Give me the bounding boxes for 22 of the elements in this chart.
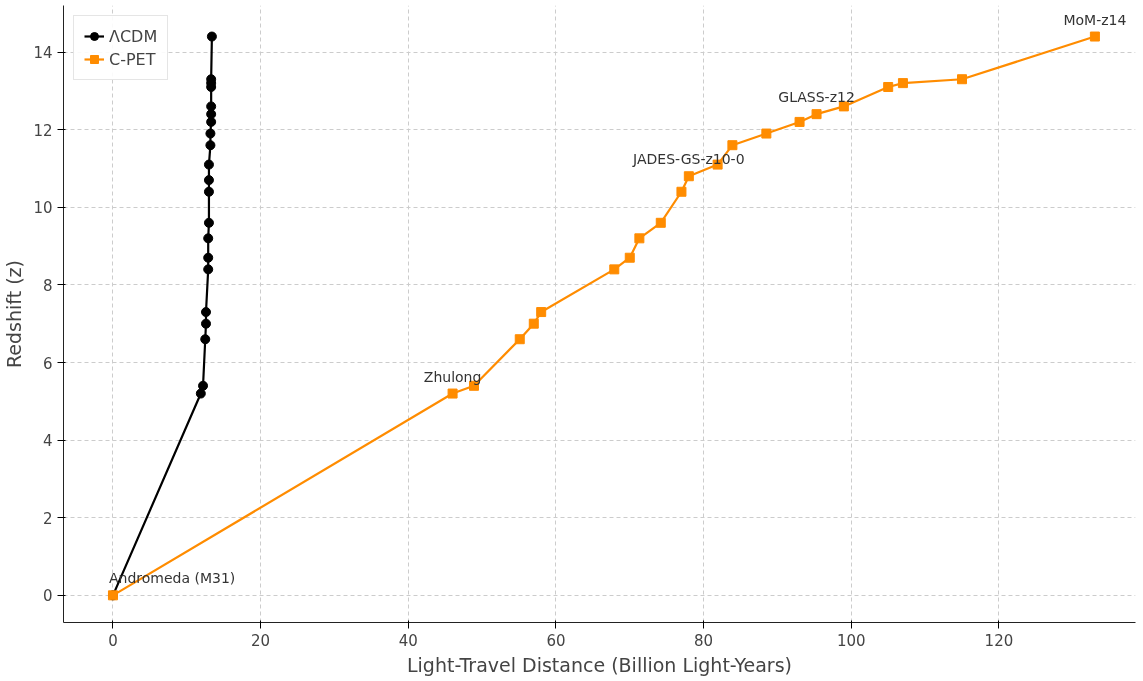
x-tick-label: 120 bbox=[984, 631, 1014, 650]
y-tick-label: 2 bbox=[42, 509, 53, 528]
x-tick-label: 60 bbox=[546, 631, 566, 650]
x-tick-label: 100 bbox=[836, 631, 866, 650]
legend-label: ΛCDM bbox=[109, 26, 158, 46]
x-tick-label: 0 bbox=[108, 631, 118, 650]
y-tick-label: 4 bbox=[42, 432, 53, 451]
y-tick-label: 12 bbox=[33, 121, 53, 140]
y-tick-label: 10 bbox=[33, 199, 53, 218]
y-tick-label: 6 bbox=[42, 354, 53, 373]
annotation: GLASS-z12 bbox=[778, 89, 855, 106]
x-tick-label: 80 bbox=[694, 631, 714, 650]
y-tick-label: 8 bbox=[42, 276, 53, 295]
y-tick-label: 0 bbox=[42, 587, 53, 606]
x-tick-label: 20 bbox=[251, 631, 271, 650]
x-axis-title: Light-Travel Distance (Billion Light-Years) bbox=[407, 653, 792, 676]
y-axis-title: Redshift (z) bbox=[3, 260, 26, 368]
annotation: Zhulong bbox=[423, 368, 482, 385]
annotation: MoM-z14 bbox=[1063, 11, 1127, 28]
y-tick-label: 14 bbox=[33, 44, 53, 63]
x-tick-label: 40 bbox=[398, 631, 418, 650]
legend-label: C-PET bbox=[109, 49, 156, 69]
